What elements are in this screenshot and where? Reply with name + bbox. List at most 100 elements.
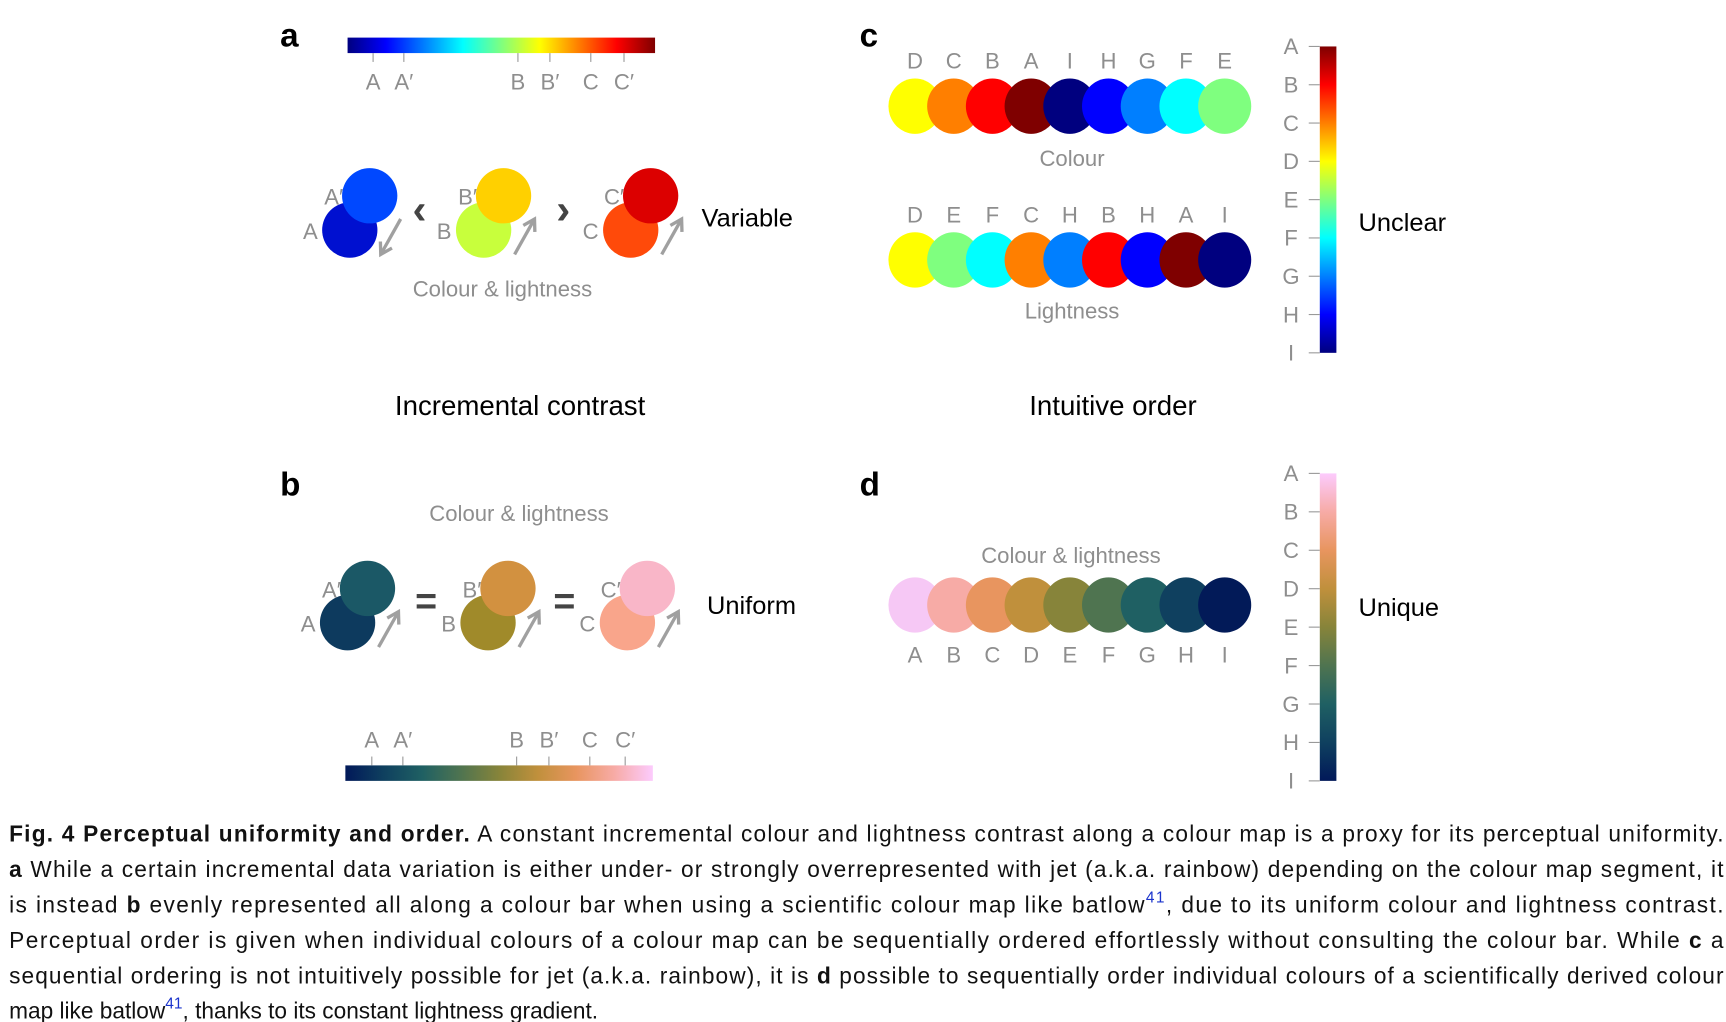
- panel-c-lightness-label: H: [1139, 202, 1155, 227]
- caption-text: map like batlow: [9, 998, 166, 1022]
- panel-label-d: d: [860, 467, 880, 504]
- colour-bar-tick-label: E: [1284, 187, 1299, 212]
- caption-text: , thanks to its constant lightness gradi…: [182, 998, 598, 1022]
- panel-c-lightness-circle-F: [965, 232, 1019, 288]
- panel-c-lightness-circle-H: [1120, 232, 1174, 288]
- figure-caption: Fig. 4 Perceptual uniformity and order. …: [9, 821, 1724, 1022]
- arrow-up-right-icon: [660, 218, 684, 256]
- colour-bar-tick-label: A′: [394, 70, 413, 95]
- reference-link[interactable]: 41: [1146, 890, 1165, 907]
- reference-link[interactable]: 41: [165, 996, 182, 1013]
- colour-circle-B-prime: [480, 560, 536, 617]
- section-title-intuitive-order: Intuitive order: [1029, 390, 1196, 421]
- panel-c-colour-bar: [1319, 46, 1337, 353]
- circle-label: B: [437, 219, 452, 244]
- colour-bar-tick-label: F: [1284, 653, 1298, 678]
- panel-c-colour-circle-D: [888, 78, 942, 134]
- caption-line: sequential ordering is not intuitively p…: [9, 962, 1724, 988]
- colour-bar-tick-label: B′: [540, 70, 559, 95]
- panel-b-verdict: Uniform: [707, 592, 796, 620]
- colour-bar-tick-label: F: [1284, 226, 1298, 251]
- panel-d-circle-G: [1120, 577, 1174, 633]
- panel-c-colour-label: H: [1101, 49, 1117, 74]
- colour-circle-A-prime: [342, 168, 398, 224]
- colour-circle-B-prime: [475, 168, 532, 224]
- caption-bold: d: [817, 962, 831, 988]
- panel-c-colour-circle-I: [1043, 78, 1097, 134]
- panel-c-colour-label: F: [1179, 49, 1193, 74]
- comparison-symbol: ›: [556, 185, 570, 232]
- panel-a-colour-bar: [347, 37, 656, 54]
- panel-c-colour-label: A: [1024, 49, 1039, 74]
- caption-text: evenly represented all along a colour ba…: [142, 892, 1145, 918]
- arrow-head-icon: [378, 241, 393, 258]
- panel-b-subtitle: Colour & lightness: [429, 501, 608, 526]
- colour-bar-tick-label: C: [582, 728, 598, 753]
- panel-d-label: C: [984, 643, 1000, 668]
- colour-bar-tick-label: E: [1284, 615, 1299, 640]
- panel-c-colour-circle-E: [1198, 78, 1252, 134]
- panel-c-colour-label: B: [985, 49, 1000, 74]
- arrow-head-icon: [386, 608, 401, 625]
- colour-bar-tick-label: D: [1283, 576, 1299, 601]
- panel-d-colour-bar: [1319, 473, 1337, 781]
- section-title-incremental-contrast: Incremental contrast: [395, 390, 646, 421]
- panel-label-b: b: [280, 467, 300, 504]
- panel-c-colour-circle-F: [1159, 78, 1213, 134]
- panel-c-lightness-circle-B: [1082, 232, 1136, 288]
- caption-bold: Fig. 4 Perceptual uniformity and order.: [9, 821, 470, 847]
- panel-c-lightness-caption: Lightness: [1025, 299, 1120, 324]
- panel-c-lightness-label: E: [946, 202, 961, 227]
- panel-d-circle-H: [1159, 577, 1213, 633]
- caption-text: A constant incremental colour and lightn…: [471, 821, 1723, 847]
- caption-text: a: [1703, 927, 1724, 953]
- panel-label-a: a: [280, 17, 299, 54]
- circle-label: A: [303, 219, 318, 244]
- colour-circle-C-prime: [619, 560, 675, 617]
- caption-line: Perceptual order is given when individua…: [9, 927, 1724, 953]
- panel-c-lightness-label: H: [1062, 202, 1078, 227]
- panel-c-colour-label: D: [907, 49, 923, 74]
- caption-text: While a certain incremental data variati…: [23, 856, 1724, 882]
- arrow-up-right-icon: [377, 610, 400, 648]
- panel-a-verdict: Variable: [702, 205, 793, 233]
- arrow-up-right-icon: [656, 610, 680, 648]
- panel-d-label: D: [1023, 643, 1039, 668]
- colour-bar-tick-label: B′: [539, 728, 558, 753]
- panel-c-lightness-label: C: [1023, 202, 1039, 227]
- panel-c-lightness-circle-D: [888, 232, 942, 288]
- panel-a-subtitle: Colour & lightness: [413, 276, 592, 301]
- panel-d-label: F: [1102, 643, 1116, 668]
- colour-bar-tick-label: B: [509, 728, 524, 753]
- panel-d-circle-C: [965, 577, 1019, 633]
- panel-c-lightness-label: B: [1101, 202, 1116, 227]
- panel-c-lightness-circle-C: [1004, 232, 1058, 288]
- panel-d-label: A: [908, 643, 923, 668]
- colour-bar-tick-label: B: [1284, 72, 1299, 97]
- panel-c-colour-label: C: [946, 49, 962, 74]
- panel-d-label: B: [946, 643, 961, 668]
- panel-d-circle-B: [927, 577, 981, 633]
- comparison-symbol: ‹: [412, 185, 426, 232]
- panel-c-lightness-label: D: [907, 202, 923, 227]
- colour-bar-tick-label: I: [1288, 341, 1294, 366]
- panel-c-colour-caption: Colour: [1039, 146, 1104, 171]
- panel-c-lightness-circle-E: [927, 232, 981, 288]
- panel-c-lightness-circle-A: [1159, 232, 1213, 288]
- panel-d-circle-E: [1043, 577, 1097, 633]
- caption-text: possible to sequentially order individua…: [832, 962, 1724, 988]
- circle-label-prime: A′: [324, 185, 343, 210]
- panel-d-subtitle: Colour & lightness: [981, 543, 1160, 568]
- colour-bar-tick-label: B: [511, 70, 526, 95]
- panel-c-lightness-circle-I: [1198, 232, 1252, 288]
- caption-text: Perceptual order is given when individua…: [9, 927, 1687, 953]
- panel-c-colour-circle-A: [1004, 78, 1058, 134]
- circle-label: C: [579, 612, 595, 637]
- caption-bold: c: [1689, 927, 1702, 953]
- colour-bar-tick-label: C′: [615, 728, 635, 753]
- caption-bold: b: [127, 892, 141, 918]
- panel-c-lightness-label: F: [986, 202, 1000, 227]
- panel-d-circle-I: [1198, 577, 1252, 633]
- circle-label-prime: C′: [601, 577, 621, 602]
- arrow-head-icon: [666, 608, 681, 625]
